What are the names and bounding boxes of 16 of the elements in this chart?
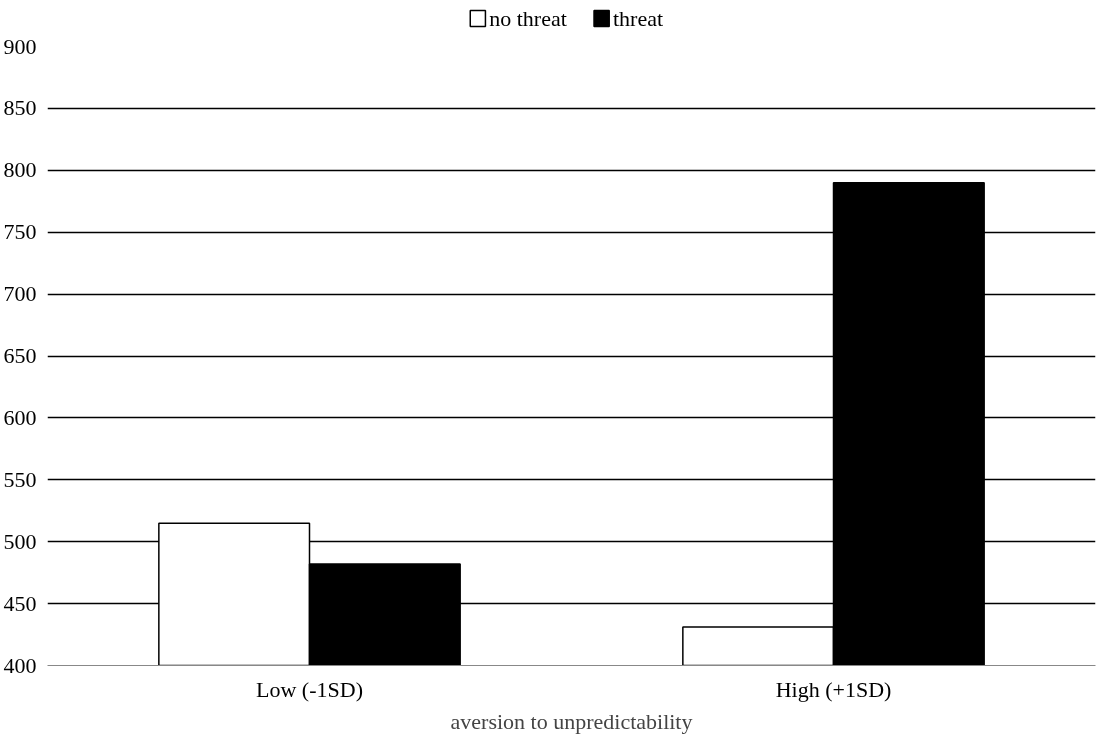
y-tick-label: 850	[3, 95, 37, 121]
y-tick-label: 600	[3, 404, 37, 430]
y-tick-label: 800	[3, 157, 37, 183]
x-axis-title: aversion to unpredictability	[450, 708, 693, 734]
x-tick-label: High (+1SD)	[775, 676, 892, 702]
y-tick-label: 550	[3, 466, 37, 492]
y-tick-label: 400	[3, 652, 37, 678]
x-tick-label: Low (-1SD)	[256, 676, 363, 702]
legend-label: no threat	[489, 6, 567, 31]
y-tick-label: 900	[3, 33, 37, 59]
y-tick-label: 500	[3, 528, 37, 554]
legend-label: threat	[612, 6, 664, 31]
y-tick-label: 700	[3, 281, 37, 307]
y-tick-label: 750	[3, 219, 37, 245]
y-tick-label: 650	[3, 343, 37, 368]
y-tick-label: 450	[3, 590, 37, 616]
